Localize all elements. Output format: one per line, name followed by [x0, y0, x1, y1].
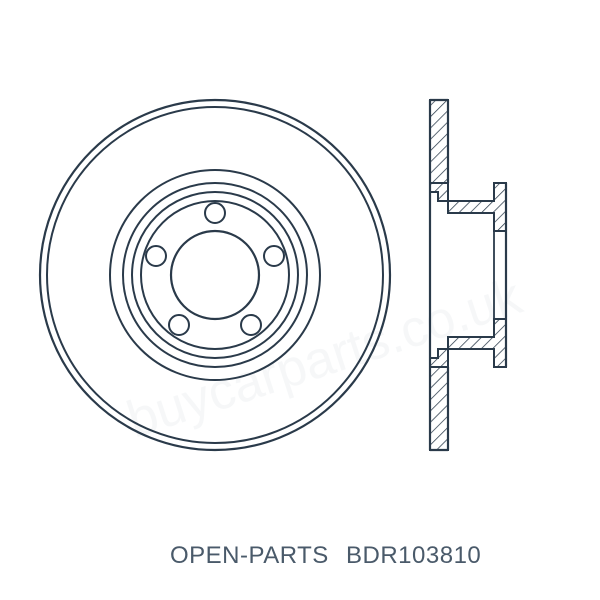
section-upper-hub	[430, 183, 506, 231]
bolt-hole	[241, 315, 261, 335]
bolt-hole	[264, 246, 284, 266]
watermark: buycarparts.co.uk	[120, 267, 529, 449]
side-view	[430, 100, 506, 450]
hub-ring-2	[132, 192, 298, 358]
section-upper-ring	[430, 100, 448, 183]
manufacturer-label: OPEN-PARTS	[170, 542, 329, 570]
bolt-hole	[205, 203, 225, 223]
diagram-container: buycarparts.co.uk	[0, 0, 600, 600]
drawing-svg: buycarparts.co.uk	[0, 0, 600, 600]
bolt-hole	[146, 246, 166, 266]
center-bore-circle	[171, 231, 259, 319]
bolt-hole	[169, 315, 189, 335]
bolt-holes	[146, 203, 284, 335]
section-lower-ring	[430, 367, 448, 450]
watermark-text: buycarparts.co.uk	[120, 267, 529, 449]
part-number-label: BDR103810	[346, 542, 481, 570]
hub-ring-1	[123, 183, 307, 367]
